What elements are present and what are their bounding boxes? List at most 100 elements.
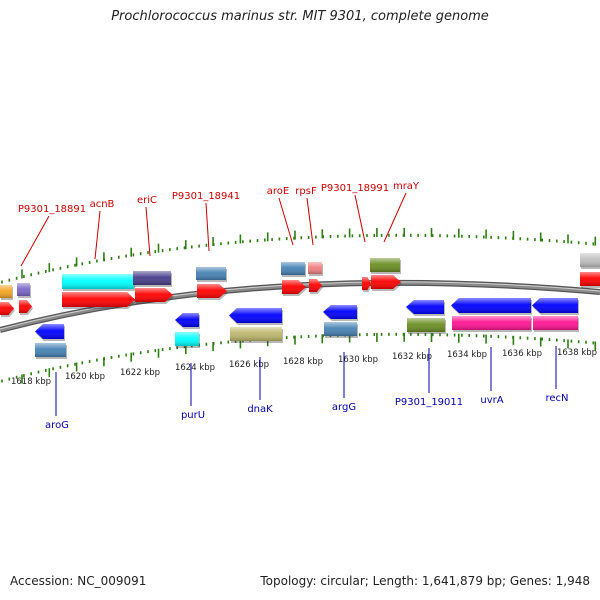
gene-feature — [19, 300, 33, 315]
gene-feature — [580, 253, 600, 269]
topology-summary: Topology: circular; Length: 1,641,879 bp… — [260, 574, 590, 588]
gene-feature — [580, 272, 600, 288]
gene-feature — [281, 262, 306, 277]
scale-label: 1632 kbp — [392, 352, 432, 362]
gene-feature — [324, 322, 358, 338]
gene-label: acnB — [90, 199, 115, 210]
gene-feature — [196, 267, 227, 282]
gene-feature — [533, 316, 579, 332]
gene-label: eriC — [137, 195, 157, 206]
gene-label: argG — [332, 402, 356, 413]
gene-feature — [197, 284, 228, 300]
gene-shine — [580, 253, 600, 267]
leader-line — [383, 192, 407, 243]
gene-shine — [19, 300, 32, 313]
gene-shine — [580, 272, 600, 286]
leader-line — [145, 206, 151, 257]
scale-label: 1620 kbp — [65, 372, 105, 382]
gene-feature — [62, 274, 135, 291]
gene-feature — [35, 324, 65, 341]
feature-track — [0, 253, 600, 359]
gene-feature — [0, 285, 13, 300]
gene-feature — [452, 316, 532, 332]
gene-feature — [282, 280, 307, 296]
gene-feature — [406, 300, 445, 316]
leader-line — [278, 197, 294, 246]
leader-line — [306, 197, 314, 246]
gene-shine — [362, 277, 371, 290]
gene-shine — [407, 318, 445, 332]
gene-shine — [323, 305, 357, 319]
gene-shine — [282, 280, 306, 294]
gene-shine — [0, 302, 14, 315]
gene-shine — [62, 292, 135, 307]
backbone-line — [0, 281, 600, 332]
gene-feature — [407, 318, 446, 334]
scale-label: 1636 kbp — [502, 349, 542, 359]
scale-label: 1630 kbp — [338, 355, 378, 365]
gene-feature — [175, 313, 200, 329]
gene-feature — [451, 298, 532, 315]
gene-feature — [133, 271, 172, 287]
gene-shine — [35, 324, 64, 339]
gene-shine — [133, 271, 171, 285]
gene-feature — [309, 279, 323, 294]
scale-label: 1618 kbp — [11, 377, 51, 387]
gene-feature — [230, 327, 283, 343]
gene-shine — [451, 298, 531, 313]
leader-line — [205, 202, 210, 252]
gene-shine — [452, 316, 531, 330]
gene-shine — [17, 283, 30, 296]
gene-feature — [371, 275, 402, 291]
gene-feature — [229, 308, 283, 325]
gene-feature — [17, 283, 31, 298]
gene-shine — [324, 322, 357, 336]
gene-shine — [135, 288, 173, 302]
gene-shine — [197, 284, 227, 298]
gene-label: uvrA — [480, 395, 503, 406]
backbone-highlight — [0, 281, 600, 330]
gene-feature — [135, 288, 174, 304]
gene-label: P9301_19011 — [395, 397, 463, 408]
gene-shine — [230, 327, 282, 341]
gene-label: P9301_18891 — [18, 204, 86, 215]
scale-label: 1634 kbp — [447, 350, 487, 360]
gene-feature — [532, 298, 579, 315]
gene-feature — [62, 292, 136, 309]
scale-label: 1638 kbp — [557, 348, 597, 358]
gene-label: dnaK — [247, 404, 273, 415]
gene-shine — [370, 258, 400, 272]
gene-label: aroG — [45, 420, 69, 431]
gene-shine — [308, 262, 322, 274]
gene-feature — [35, 343, 67, 359]
gene-shine — [229, 308, 282, 323]
gene-feature — [175, 332, 200, 348]
gene-label: mraY — [393, 181, 420, 192]
gene-shine — [196, 267, 226, 280]
label-leaders — [20, 192, 557, 416]
gene-feature — [308, 262, 323, 276]
accession-text: Accession: NC_009091 — [10, 574, 147, 588]
gene-feature — [370, 258, 401, 274]
gene-label: purU — [181, 410, 205, 421]
gene-label: aroE — [267, 186, 289, 197]
gene-shine — [62, 274, 134, 289]
scale-label: 1624 kbp — [175, 363, 215, 373]
gene-label: P9301_18991 — [321, 183, 389, 194]
gene-shine — [281, 262, 305, 275]
gene-shine — [532, 298, 578, 313]
gene-shine — [35, 343, 66, 357]
gene-shine — [175, 332, 199, 346]
map-title: Prochlorococcus marinus str. MIT 9301, c… — [111, 9, 489, 24]
gene-label: rpsF — [295, 186, 317, 197]
gene-feature — [323, 305, 358, 321]
gene-feature — [0, 302, 15, 317]
scale-ticks: 1618 kbp 1620 kbp 1622 kbp 1624 kbp 1626 kbp… — [1, 227, 597, 387]
gene-label: P9301_18941 — [172, 191, 240, 202]
gene-shine — [0, 285, 12, 298]
scale-label: 1622 kbp — [120, 368, 160, 378]
scale-label: 1628 kbp — [283, 357, 323, 367]
gene-label: recN — [545, 393, 568, 404]
scale-label: 1626 kbp — [229, 360, 269, 370]
